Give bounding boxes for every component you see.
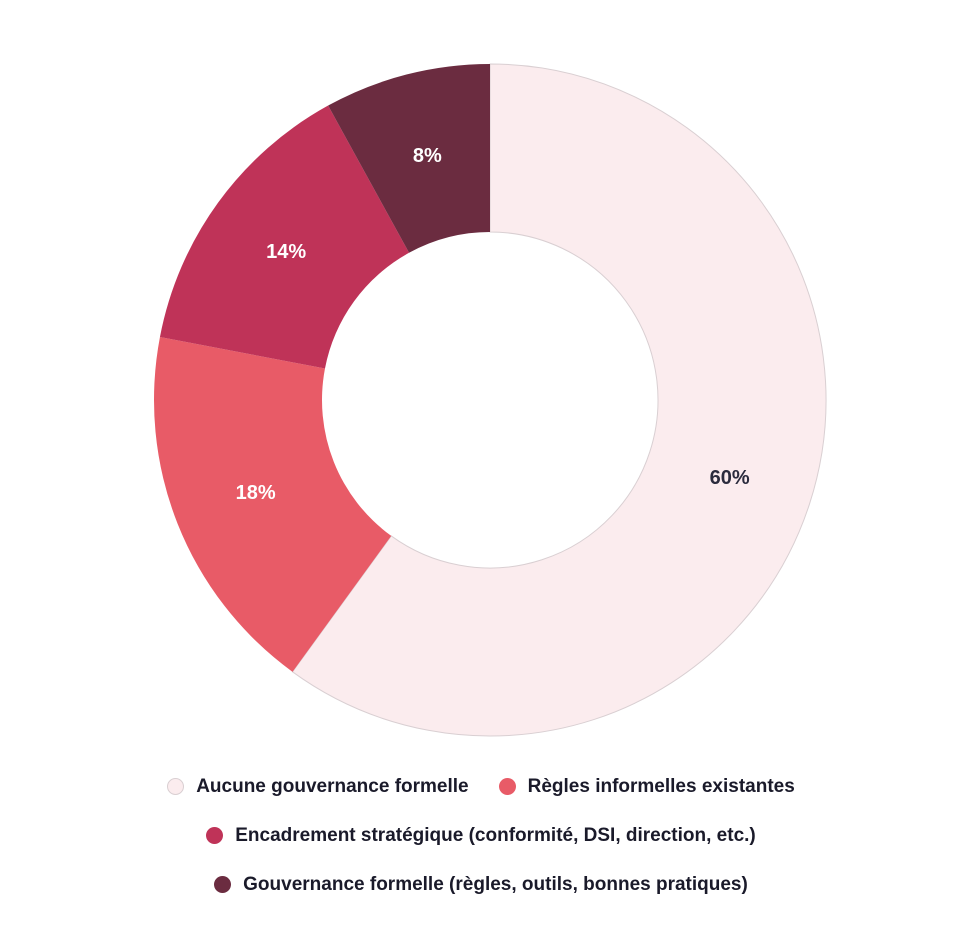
legend-swatch <box>498 778 516 795</box>
legend-label: Règles informelles existantes <box>527 775 795 797</box>
donut-slice-label-1: 60% <box>710 467 750 489</box>
donut-slice-3 <box>159 105 410 369</box>
donut-slice-1 <box>291 63 827 737</box>
legend-label: Encadrement stratégique (conformité, DSI… <box>235 824 756 846</box>
donut-slice-4 <box>328 64 490 253</box>
legend-item: Encadrement stratégique (conformité, DSI… <box>206 825 756 847</box>
legend-item: Aucune gouvernance formelle <box>167 775 469 798</box>
chart-legend: Aucune gouvernance formelle Règles inform… <box>0 762 962 909</box>
legend-row: Gouvernance formelle (règles, outils, bo… <box>0 860 962 909</box>
donut-slice-label-3: 14% <box>266 241 306 263</box>
legend-swatch <box>214 876 232 893</box>
legend-label: Gouvernance formelle (règles, outils, bo… <box>243 873 748 895</box>
donut-chart: 60% 18% 14% 8% <box>153 63 827 737</box>
legend-swatch <box>206 827 224 844</box>
legend-row: Aucune gouvernance formelle Règles inform… <box>0 762 962 811</box>
legend-swatch <box>167 778 185 795</box>
legend-item: Règles informelles existantes <box>498 775 795 798</box>
donut-slice-label-4: 8% <box>413 145 442 167</box>
donut-slice-2 <box>153 337 392 672</box>
donut-slice-label-2: 18% <box>236 482 276 504</box>
donut-chart-svg: 60% 18% 14% 8% <box>153 63 827 737</box>
legend-row: Encadrement stratégique (conformité, DSI… <box>0 811 962 860</box>
legend-item: Gouvernance formelle (règles, outils, bo… <box>214 874 748 896</box>
legend-label: Aucune gouvernance formelle <box>196 775 469 797</box>
